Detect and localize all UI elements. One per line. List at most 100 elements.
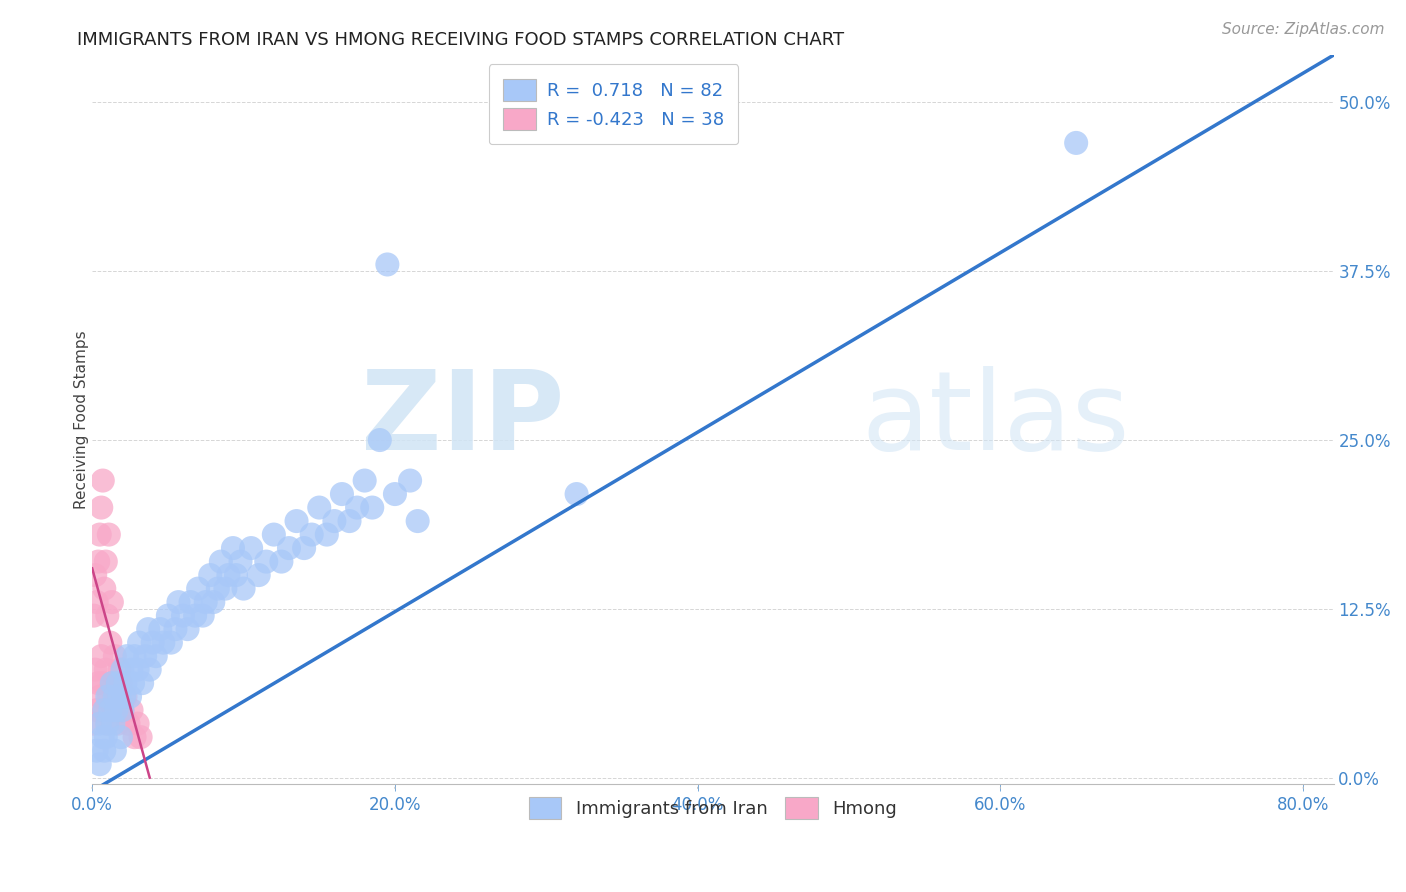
- Point: [89, 757, 111, 772]
- Point: [114, 676, 136, 690]
- Point: [118, 690, 141, 704]
- Point: [292, 541, 315, 555]
- Point: [90, 500, 112, 515]
- Point: [105, 690, 128, 704]
- Point: [278, 541, 301, 555]
- Point: [91, 730, 114, 744]
- Point: [191, 608, 214, 623]
- Point: [180, 595, 202, 609]
- Point: [98, 635, 121, 649]
- Point: [122, 676, 145, 690]
- Point: [209, 555, 232, 569]
- Point: [124, 649, 146, 664]
- Point: [156, 608, 179, 623]
- Point: [97, 690, 120, 704]
- Point: [384, 487, 406, 501]
- Text: IMMIGRANTS FROM IRAN VS HMONG RECEIVING FOOD STAMPS CORRELATION CHART: IMMIGRANTS FROM IRAN VS HMONG RECEIVING …: [77, 31, 845, 49]
- Point: [86, 595, 108, 609]
- Point: [149, 622, 172, 636]
- Point: [176, 622, 198, 636]
- Point: [229, 555, 252, 569]
- Point: [214, 582, 236, 596]
- Point: [270, 555, 292, 569]
- Point: [101, 595, 124, 609]
- Point: [232, 582, 254, 596]
- Point: [111, 663, 134, 677]
- Point: [94, 730, 117, 744]
- Point: [121, 703, 143, 717]
- Point: [127, 716, 149, 731]
- Point: [353, 474, 375, 488]
- Point: [114, 690, 136, 704]
- Point: [108, 690, 131, 704]
- Point: [285, 514, 308, 528]
- Point: [89, 527, 111, 541]
- Point: [107, 716, 129, 731]
- Point: [115, 649, 138, 664]
- Point: [131, 676, 153, 690]
- Point: [98, 703, 121, 717]
- Point: [247, 568, 270, 582]
- Point: [207, 582, 229, 596]
- Point: [103, 703, 125, 717]
- Point: [105, 703, 128, 717]
- Point: [346, 500, 368, 515]
- Point: [108, 663, 131, 677]
- Point: [110, 730, 132, 744]
- Point: [96, 716, 118, 731]
- Point: [90, 649, 112, 664]
- Point: [167, 595, 190, 609]
- Point: [165, 622, 187, 636]
- Point: [87, 555, 110, 569]
- Point: [315, 527, 337, 541]
- Point: [89, 690, 111, 704]
- Point: [323, 514, 346, 528]
- Point: [96, 716, 118, 731]
- Text: Source: ZipAtlas.com: Source: ZipAtlas.com: [1222, 22, 1385, 37]
- Point: [107, 676, 129, 690]
- Point: [83, 608, 105, 623]
- Point: [301, 527, 323, 541]
- Point: [263, 527, 285, 541]
- Legend: Immigrants from Iran, Hmong: Immigrants from Iran, Hmong: [522, 790, 904, 827]
- Point: [399, 474, 422, 488]
- Point: [134, 649, 156, 664]
- Point: [361, 500, 384, 515]
- Point: [96, 608, 118, 623]
- Point: [121, 663, 143, 677]
- Point: [565, 487, 588, 501]
- Y-axis label: Receiving Food Stamps: Receiving Food Stamps: [73, 330, 89, 509]
- Point: [202, 595, 225, 609]
- Point: [194, 595, 217, 609]
- Point: [117, 716, 139, 731]
- Point: [91, 676, 114, 690]
- Point: [84, 663, 107, 677]
- Point: [217, 568, 239, 582]
- Point: [152, 635, 174, 649]
- Point: [160, 635, 183, 649]
- Point: [377, 257, 399, 271]
- Point: [104, 649, 127, 664]
- Point: [112, 690, 135, 704]
- Point: [94, 663, 117, 677]
- Point: [406, 514, 429, 528]
- Point: [222, 541, 245, 555]
- Point: [91, 474, 114, 488]
- Point: [308, 500, 330, 515]
- Point: [138, 663, 160, 677]
- Point: [225, 568, 247, 582]
- Point: [111, 703, 134, 717]
- Point: [187, 582, 209, 596]
- Point: [110, 676, 132, 690]
- Point: [86, 744, 108, 758]
- Point: [1064, 136, 1087, 150]
- Point: [330, 487, 353, 501]
- Point: [83, 716, 105, 731]
- Point: [111, 703, 134, 717]
- Point: [142, 635, 165, 649]
- Point: [94, 555, 117, 569]
- Point: [97, 527, 120, 541]
- Point: [200, 568, 222, 582]
- Point: [368, 433, 391, 447]
- Point: [339, 514, 361, 528]
